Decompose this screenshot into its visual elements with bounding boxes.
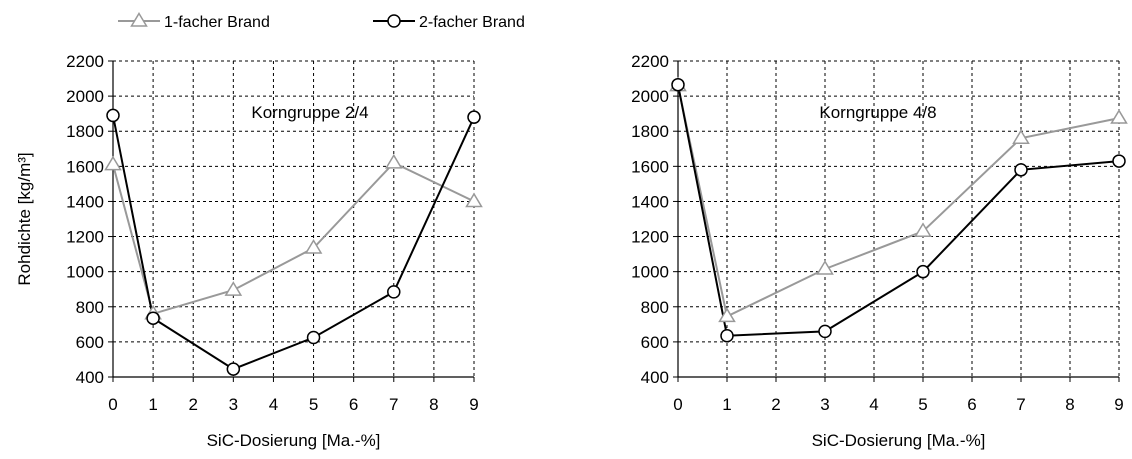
y-tick-label: 1400 — [66, 192, 104, 211]
series-group — [669, 76, 1128, 343]
x-tick-label: 7 — [389, 395, 398, 414]
y-tick-label: 800 — [641, 298, 669, 317]
axes: 400 600 800 1000 1200 1400 1600 1800 2000 2200 0 1 2… — [631, 52, 1124, 414]
triangle-marker-icon — [130, 12, 148, 27]
circle-marker-icon — [387, 14, 401, 28]
plot-area — [113, 61, 474, 377]
x-tick-label: 3 — [229, 395, 238, 414]
y-tick-label: 400 — [641, 368, 669, 387]
y-tick-label: 1800 — [66, 122, 104, 141]
x-tick-label: 4 — [269, 395, 278, 414]
data-point-2fach — [720, 328, 734, 343]
x-tick-label: 6 — [967, 395, 976, 414]
x-tick-label: 2 — [771, 395, 780, 414]
data-point-1fach — [224, 281, 243, 296]
y-tick-label: 1600 — [66, 157, 104, 176]
data-point-1fach — [718, 307, 736, 323]
x-tick-label: 5 — [309, 395, 318, 414]
y-tick-label: 1600 — [631, 157, 669, 176]
data-point-1fach — [816, 260, 834, 275]
x-tick-label: 0 — [108, 395, 117, 414]
x-tick-label: 4 — [869, 395, 878, 414]
chart-annotation: Korngruppe 2/4 — [251, 103, 368, 122]
x-tick-label: 6 — [349, 395, 358, 414]
y-axis-label: Rohdichte [kg/m³] — [15, 152, 34, 285]
axes: 400 600 800 1000 1200 1400 1600 1800 2000 2200 0 1 2… — [66, 52, 479, 414]
data-point-2fach — [1014, 163, 1028, 177]
data-point-2fach — [106, 108, 120, 123]
data-point-2fach — [671, 77, 685, 92]
x-tick-label: 2 — [188, 395, 197, 414]
x-axis-label: SiC-Dosierung [Ma.-%] — [207, 431, 381, 450]
data-point-1fach — [914, 222, 932, 238]
x-tick-label: 5 — [918, 395, 927, 414]
data-point-1fach — [384, 153, 403, 169]
data-point-2fach — [387, 285, 401, 299]
chart-korngruppe-4-8: 400 600 800 1000 1200 1400 1600 1800 2000 2200 0 1 2… — [631, 52, 1128, 450]
y-tick-label: 1200 — [66, 228, 104, 247]
data-point-1fach — [104, 155, 122, 171]
y-tick-label: 2000 — [66, 87, 104, 106]
y-tick-label: 1000 — [631, 263, 669, 282]
data-point-2fach — [146, 311, 160, 325]
y-tick-label: 1200 — [631, 228, 669, 247]
grid — [678, 60, 1120, 377]
data-point-2fach — [226, 362, 241, 376]
series-line-2fach — [677, 84, 1120, 337]
y-tick-label: 600 — [641, 333, 669, 352]
y-tick-label: 1800 — [631, 122, 669, 141]
data-point-2fach — [916, 264, 930, 279]
plot-area — [678, 61, 1119, 377]
chart-annotation: Korngruppe 4/8 — [819, 103, 936, 122]
legend-label-1fach: 1-facher Brand — [164, 14, 270, 31]
y-tick-label: 2200 — [631, 52, 669, 71]
grid — [113, 60, 475, 377]
x-tick-label: 7 — [1016, 395, 1025, 414]
y-tick-label: 1000 — [66, 263, 104, 282]
x-tick-label: 9 — [1114, 395, 1123, 414]
x-tick-label: 0 — [673, 395, 682, 414]
data-point-2fach — [467, 110, 481, 124]
y-tick-label: 2000 — [631, 87, 669, 106]
x-tick-label: 8 — [1065, 395, 1074, 414]
data-point-2fach — [1112, 154, 1126, 168]
data-point-2fach — [306, 330, 321, 345]
x-tick-label: 1 — [148, 395, 157, 414]
series-line-2fach — [112, 115, 475, 371]
series-group — [104, 108, 483, 376]
y-tick-label: 800 — [76, 298, 104, 317]
y-tick-label: 2200 — [66, 52, 104, 71]
data-point-2fach — [818, 324, 832, 339]
data-point-1fach — [1110, 109, 1128, 124]
chart-korngruppe-2-4: 400 600 800 1000 1200 1400 1600 1800 2000 2200 0 1 2… — [15, 52, 483, 450]
data-point-1fach — [304, 239, 323, 254]
data-point-1fach — [465, 192, 483, 208]
data-point-1fach — [1012, 129, 1030, 144]
series-line-1fach — [677, 85, 1120, 318]
legend-label-2fach: 2-facher Brand — [419, 14, 525, 31]
y-tick-label: 600 — [76, 333, 104, 352]
y-tick-label: 400 — [76, 368, 104, 387]
x-tick-label: 9 — [469, 395, 478, 414]
legend: 1-facher Brand 2-facher Brand — [118, 12, 525, 31]
x-axis-label: SiC-Dosierung [Ma.-%] — [812, 431, 986, 450]
x-tick-label: 1 — [722, 395, 731, 414]
x-tick-label: 8 — [429, 395, 438, 414]
y-tick-label: 1400 — [631, 192, 669, 211]
x-tick-label: 3 — [820, 395, 829, 414]
